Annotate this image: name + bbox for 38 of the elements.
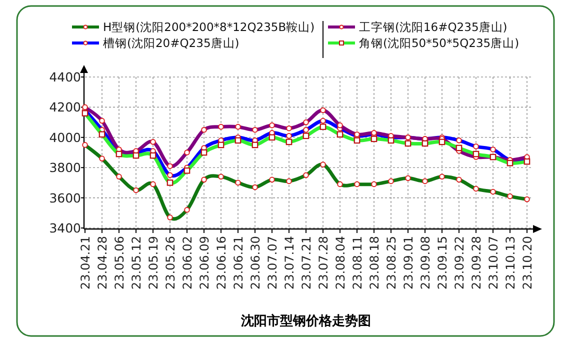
text: 沈阳市型钢价格走势图	[240, 313, 371, 329]
x-tick-label: 23.10.07	[486, 236, 500, 290]
x-tick-label: 23.09.01	[402, 236, 416, 290]
y-tick-label: 3800	[49, 160, 82, 176]
x-tick-label: 23.07.14	[282, 236, 296, 290]
legend-label: H型钢(沈阳200*200*8*12Q235B鞍山)	[103, 20, 315, 34]
y-tick-label: 3400	[49, 220, 82, 236]
x-tick-label: 23.06.16	[214, 236, 228, 290]
x-tick-label: 23.07.28	[316, 236, 330, 290]
x-tick-label: 23.09.28	[470, 236, 484, 290]
x-tick-label: 23.04.28	[96, 236, 110, 290]
x-tick-label: 23.09.15	[436, 236, 450, 290]
x-tick-label: 23.05.26	[164, 236, 178, 290]
legend-label: 角钢(沈阳50*50*5Q235唐山)	[359, 36, 520, 50]
legend-label: 工字钢(沈阳16#Q235唐山)	[359, 20, 508, 34]
x-tick-label: 23.08.11	[350, 236, 364, 290]
x-tick-label: 23.05.19	[146, 236, 160, 290]
x-tick-label: 23.10.13	[504, 236, 518, 290]
x-tick-label: 23.07.21	[300, 236, 314, 290]
x-tick-label: 23.06.02	[180, 236, 194, 290]
x-tick-label: 23.07.07	[266, 236, 280, 290]
x-tick-label: 23.05.12	[130, 236, 144, 290]
x-tick-label: 23.06.21	[232, 236, 246, 290]
y-tick-label: 4400	[49, 70, 82, 84]
y-tick-label: 4000	[49, 130, 82, 145]
y-tick-label: 4200	[49, 100, 82, 115]
x-tick-label: 23.06.30	[248, 236, 262, 290]
x-tick-label: 23.09.08	[418, 236, 432, 290]
y-tick-label: 3600	[49, 190, 82, 206]
x-tick-label: 23.10.20	[520, 236, 534, 290]
x-tick-label: 23.09.22	[452, 236, 466, 290]
x-tick-label: 23.08.04	[334, 236, 348, 290]
x-tick-label: 23.04.21	[78, 236, 92, 290]
legend-label: 槽钢(沈阳20#Q235唐山)	[103, 36, 240, 50]
x-tick-label: 23.05.06	[112, 236, 126, 290]
x-tick-label: 23.08.25	[384, 236, 398, 290]
x-tick-label: 23.08.18	[368, 236, 382, 290]
x-tick-label: 23.06.09	[198, 236, 212, 290]
